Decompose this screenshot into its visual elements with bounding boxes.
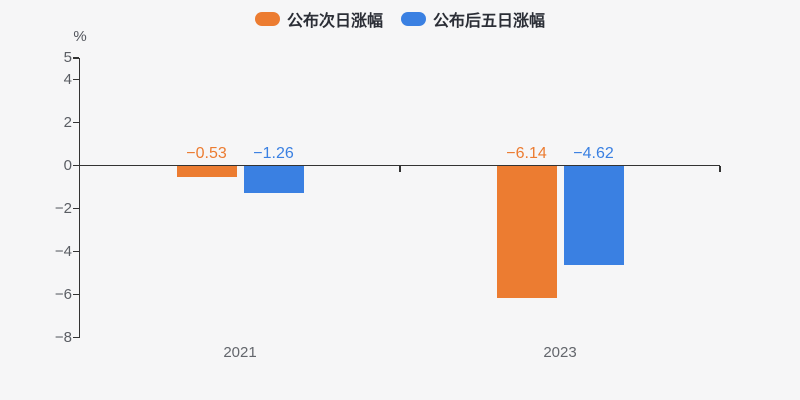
y-tick-label: 5 (63, 49, 72, 66)
bar-value-label: −1.26 (253, 144, 294, 162)
y-axis-unit-label: % (73, 28, 87, 45)
y-axis-tick (72, 164, 79, 167)
legend-label: 公布后五日涨幅 (433, 13, 546, 30)
x-axis-tick (719, 165, 721, 172)
x-axis-tick (399, 165, 401, 172)
legend-item[interactable]: 公布次日涨幅 (254, 7, 383, 31)
y-axis-tick (72, 121, 79, 124)
bar[interactable] (176, 165, 237, 177)
bar-value-label: −0.53 (186, 144, 227, 162)
legend-item[interactable]: 公布后五日涨幅 (401, 7, 545, 31)
legend-label: 公布次日涨幅 (286, 13, 383, 30)
x-category-label: 2021 (223, 344, 257, 361)
y-tick-label: 2 (63, 113, 72, 131)
bar-value-label: −6.14 (506, 144, 547, 162)
legend-swatch-icon (254, 12, 280, 26)
y-axis-tick (72, 78, 79, 81)
bar[interactable] (243, 165, 304, 193)
y-tick-label: 4 (63, 70, 72, 88)
bar-value-label: −4.62 (573, 144, 614, 162)
y-tick-label: −8 (54, 328, 72, 346)
y-axis-tick (72, 293, 79, 296)
y-axis-tick (72, 336, 79, 339)
y-axis-tick (72, 250, 79, 253)
bar[interactable] (563, 165, 624, 265)
y-axis-line (78, 58, 80, 338)
y-tick-label: −6 (54, 285, 72, 303)
y-tick-label: −4 (54, 242, 72, 260)
bar[interactable] (496, 165, 557, 298)
y-axis-tick (72, 207, 79, 210)
y-axis-tick (72, 57, 79, 59)
x-category-label: 2023 (543, 344, 577, 361)
legend-swatch-icon (401, 12, 426, 26)
y-tick-label: 0 (63, 156, 72, 174)
y-tick-label: −2 (54, 199, 72, 217)
legend: 公布次日涨幅 公布后五日涨幅 (0, 7, 800, 31)
